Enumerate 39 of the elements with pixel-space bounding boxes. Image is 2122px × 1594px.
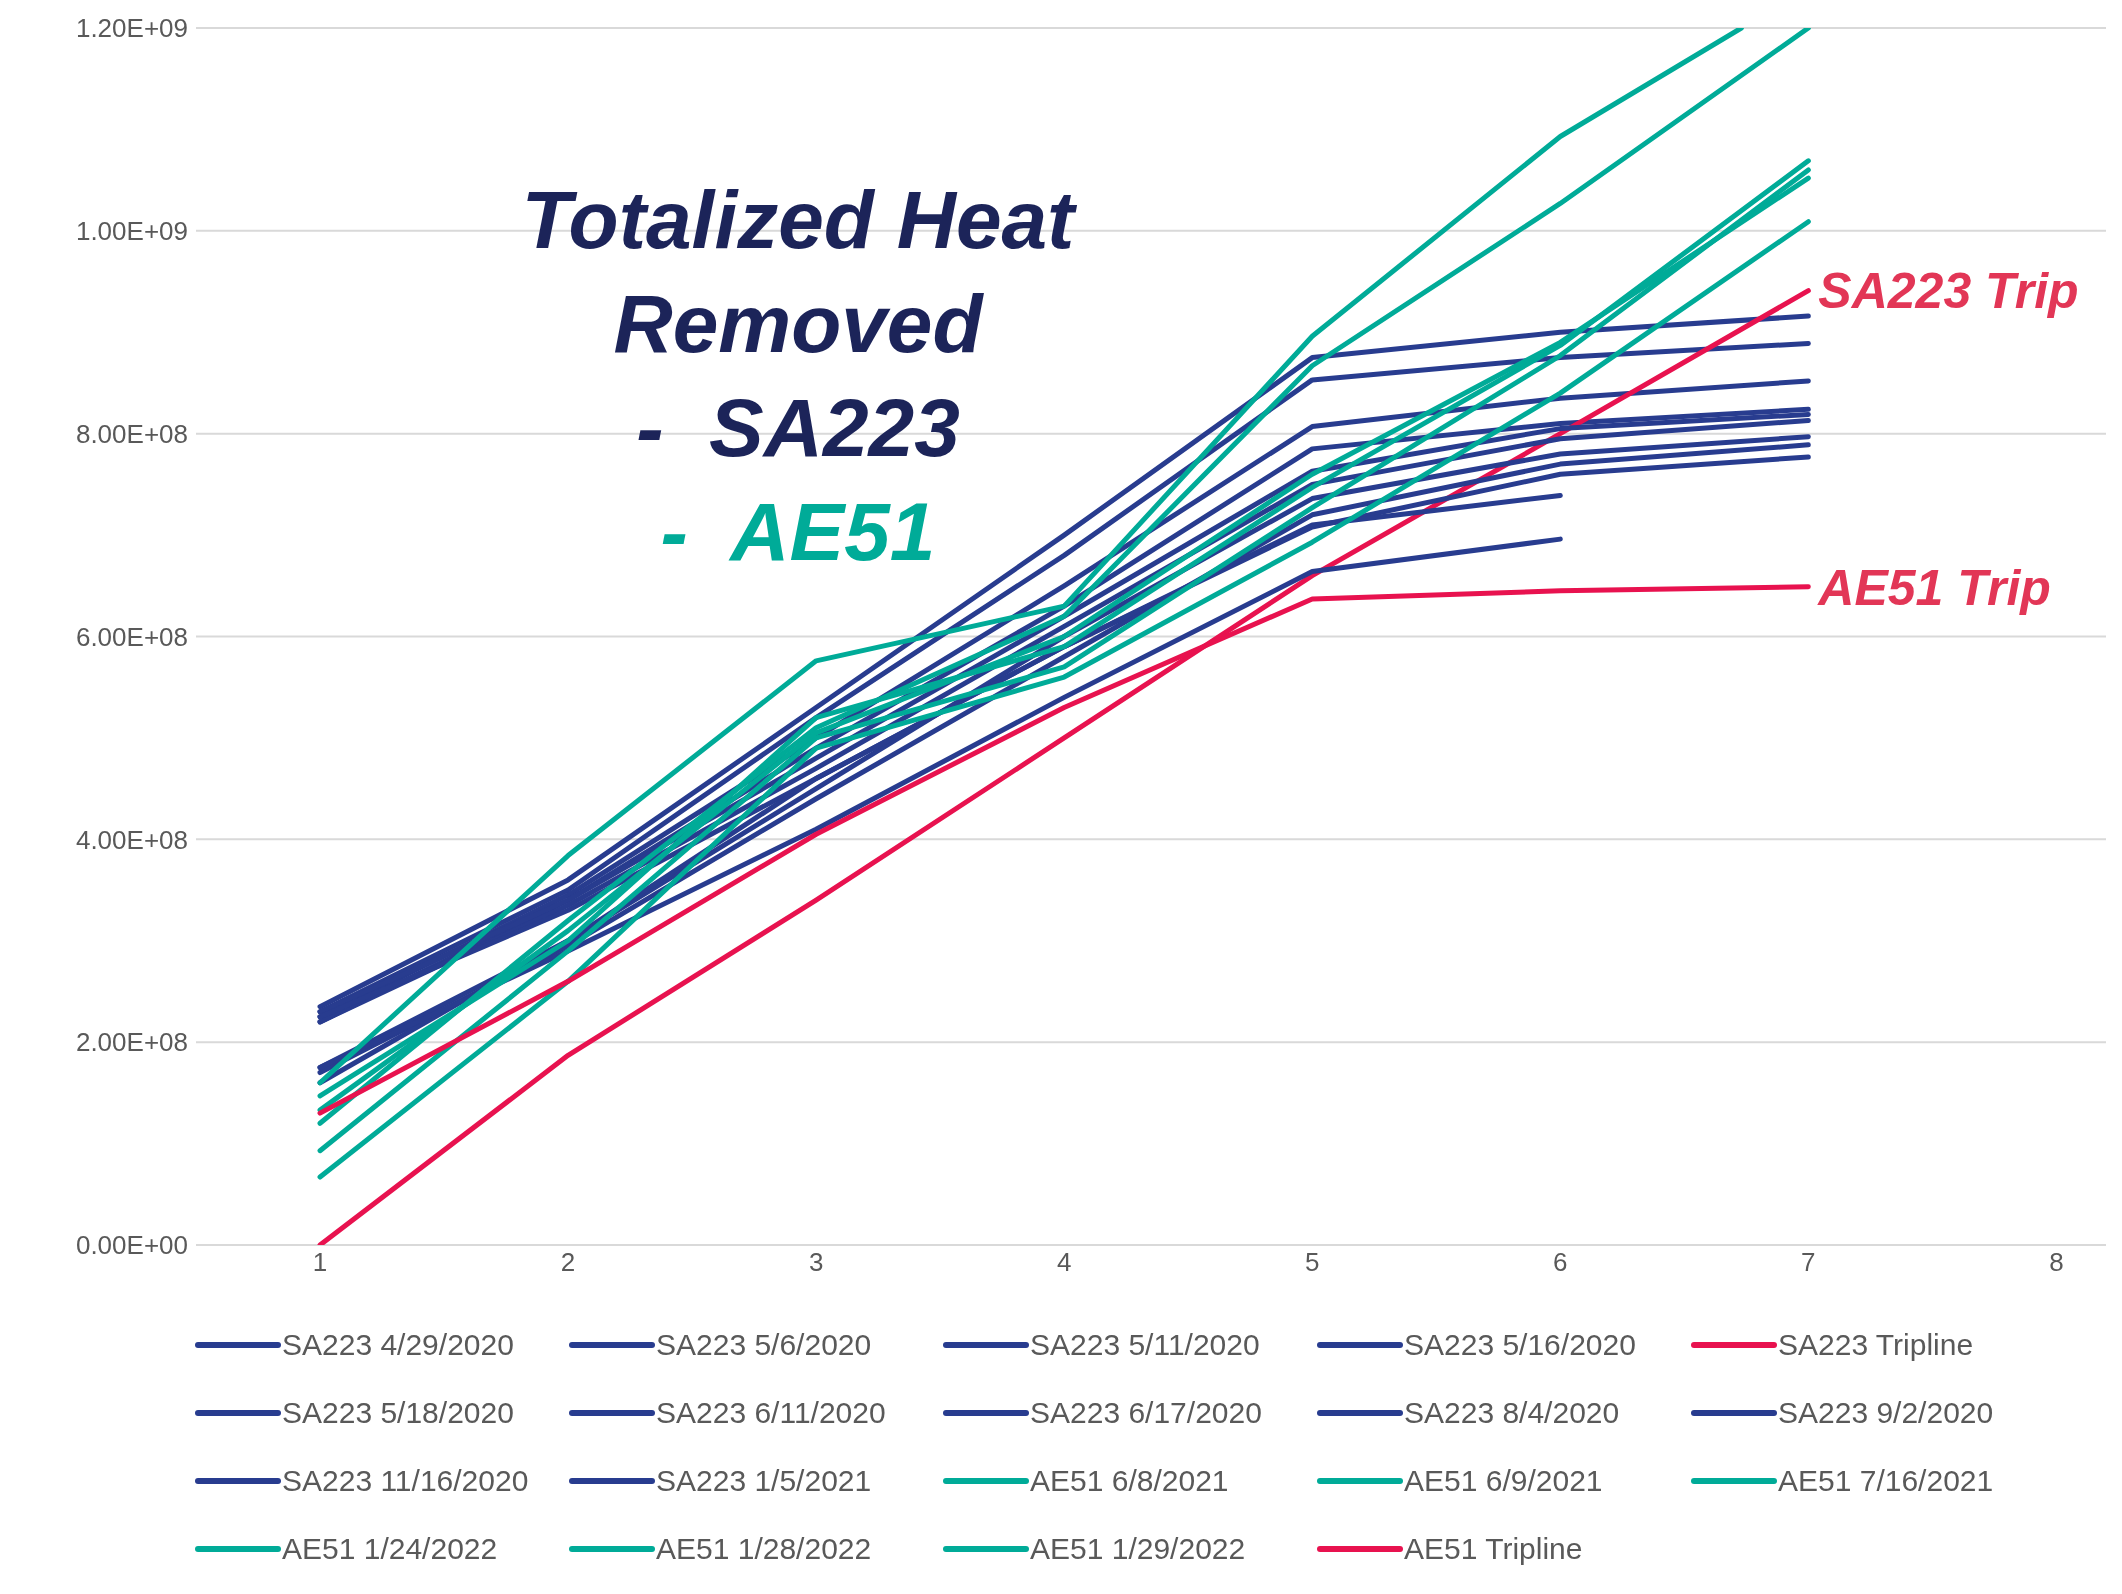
x-tick-label: 7 — [1801, 1247, 1816, 1278]
legend-label: AE51 7/16/2021 — [1778, 1464, 1994, 1498]
x-tick-label: 1 — [312, 1247, 328, 1278]
legend-label: SA223 9/2/2020 — [1778, 1396, 1994, 1430]
legend-label: SA223 1/5/2021 — [656, 1464, 872, 1498]
legend-label: AE51 1/24/2022 — [282, 1532, 498, 1566]
legend-label: AE51 6/8/2021 — [1030, 1464, 1229, 1498]
x-tick-label: 8 — [2049, 1247, 2064, 1278]
annotation: - SA223 — [635, 381, 961, 475]
legend-label: AE51 1/28/2022 — [656, 1532, 872, 1566]
y-tick-label: 1.00E+09 — [75, 216, 188, 247]
legend-label: SA223 5/11/2020 — [1030, 1328, 1260, 1362]
legend-label: SA223 5/16/2020 — [1404, 1328, 1636, 1362]
y-tick-label: 6.00E+08 — [75, 621, 188, 652]
legend-label: SA223 5/6/2020 — [656, 1328, 872, 1362]
y-tick-label: 4.00E+08 — [75, 824, 188, 855]
annotation: - AE51 — [659, 485, 937, 579]
legend-label: SA223 6/17/2020 — [1030, 1396, 1262, 1430]
legend-label: SA223 11/16/2020 — [282, 1464, 529, 1498]
x-tick-label: 4 — [1056, 1247, 1072, 1278]
x-tick-label: 3 — [808, 1247, 824, 1278]
x-tick-label: 5 — [1305, 1247, 1320, 1278]
x-tick-label: 2 — [560, 1247, 576, 1278]
annotation: AE51 Trip — [1816, 559, 2051, 616]
y-tick-label: 2.00E+08 — [75, 1027, 188, 1058]
y-tick-label: 1.20E+09 — [75, 13, 188, 44]
legend-label: SA223 4/29/2020 — [282, 1328, 514, 1362]
x-tick-label: 6 — [1553, 1247, 1568, 1278]
legend-label: SA223 8/4/2020 — [1404, 1396, 1620, 1430]
legend-label: SA223 Tripline — [1778, 1328, 1974, 1362]
y-tick-label: 8.00E+08 — [75, 418, 188, 449]
y-tick-label: 0.00E+00 — [75, 1230, 188, 1261]
legend-label: AE51 1/29/2022 — [1030, 1532, 1246, 1566]
legend-label: SA223 6/11/2020 — [656, 1396, 886, 1430]
annotation: SA223 Trip — [1818, 263, 2079, 320]
legend-label: AE51 Tripline — [1404, 1532, 1583, 1566]
legend-label: SA223 5/18/2020 — [282, 1396, 514, 1430]
text: Totalized Heat Removed — [520, 173, 1078, 371]
legend-label: AE51 6/9/2021 — [1404, 1464, 1603, 1498]
